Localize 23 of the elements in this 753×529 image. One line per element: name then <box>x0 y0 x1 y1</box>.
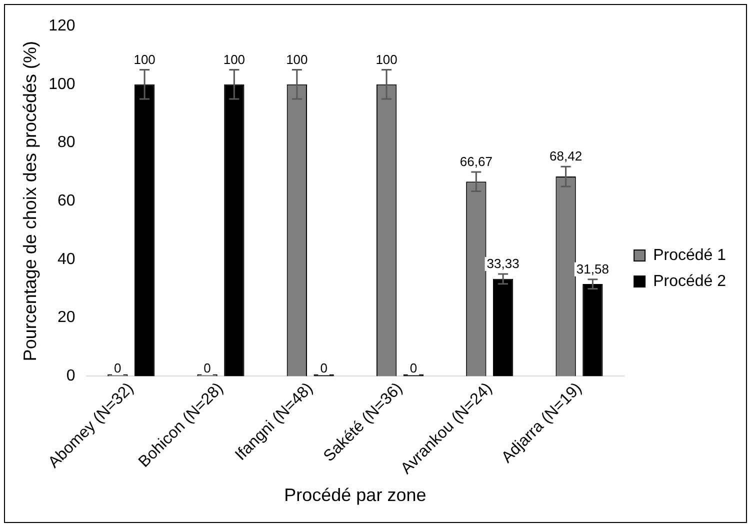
data-label: 0 <box>114 360 122 376</box>
legend-label: Procédé 2 <box>653 272 726 290</box>
data-label: 31,58 <box>576 261 609 276</box>
y-tick-label: 100 <box>48 76 76 93</box>
legend-label: Procédé 1 <box>653 246 726 264</box>
data-label: 0 <box>410 360 418 376</box>
y-tick-label: 80 <box>58 134 76 152</box>
data-label: 0 <box>204 360 211 376</box>
y-tick-label: 60 <box>58 192 76 210</box>
data-label: 66,67 <box>460 154 492 170</box>
data-label: 0 <box>320 360 328 376</box>
y-tick-label: 40 <box>58 250 76 268</box>
data-label: 100 <box>376 52 398 67</box>
data-label: 100 <box>286 52 308 67</box>
data-label: 33,33 <box>486 256 520 272</box>
y-axis-title: Pourcentage de choix des procédés (%) <box>20 41 40 362</box>
data-label: 100 <box>223 52 246 67</box>
x-axis-title: Procédé par zone <box>284 485 426 506</box>
data-label: 100 <box>134 52 156 67</box>
data-label: 68,42 <box>550 148 582 164</box>
y-tick-label: 0 <box>66 368 76 385</box>
y-tick-label: 120 <box>48 17 76 34</box>
y-tick-label: 20 <box>58 309 76 326</box>
